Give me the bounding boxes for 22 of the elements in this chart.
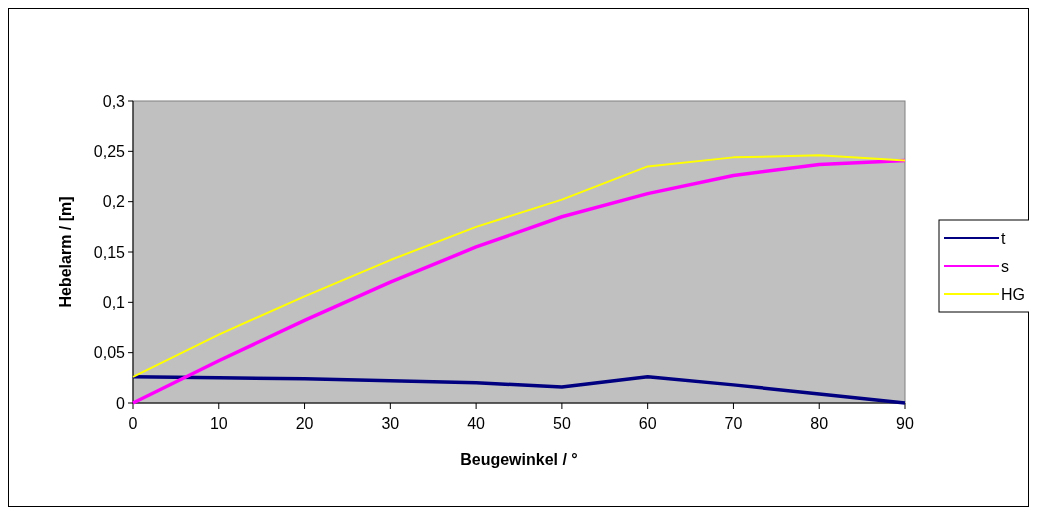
x-tick-label: 50: [552, 415, 571, 432]
legend-label: t: [1001, 229, 1006, 247]
x-tick-label: 0: [128, 415, 138, 432]
x-tick-label: 60: [638, 415, 657, 432]
x-tick-label: 40: [467, 415, 486, 432]
x-tick-label: 90: [896, 415, 914, 432]
x-tick-label: 10: [209, 415, 228, 432]
y-tick-label: 0,25: [93, 142, 126, 160]
x-tick-label: 80: [810, 415, 829, 432]
x-tick-label: 70: [724, 415, 743, 432]
y-tick-label: 0: [116, 394, 126, 412]
y-tick-label: 0,2: [102, 193, 126, 211]
y-axis-title: Hebelarm / [m]: [57, 196, 74, 308]
y-tick-label: 0,3: [102, 92, 126, 110]
x-tick-label: 30: [381, 415, 400, 432]
y-tick-label: 0,1: [102, 293, 126, 311]
legend-label: HG: [1001, 285, 1025, 303]
legend-label: s: [1001, 257, 1009, 275]
y-tick-label: 0,05: [93, 344, 126, 362]
y-tick-label: 0,15: [93, 243, 126, 261]
x-axis-title: Beugewinkel / °: [460, 451, 578, 468]
x-tick-label: 20: [295, 415, 314, 432]
